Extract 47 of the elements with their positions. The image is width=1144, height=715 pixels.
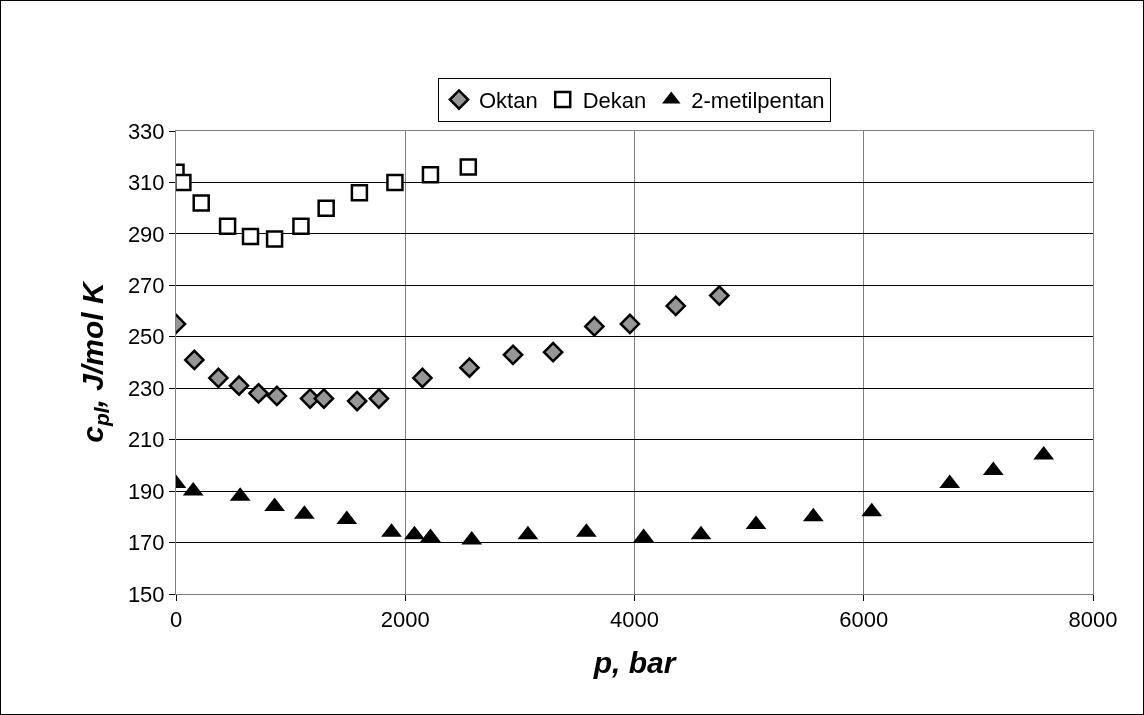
x-axis-title: p, bar bbox=[592, 645, 678, 679]
point bbox=[404, 525, 425, 540]
point bbox=[241, 227, 260, 246]
x-tick-label: 6000 bbox=[839, 607, 889, 633]
point bbox=[264, 497, 285, 512]
point bbox=[266, 385, 288, 407]
point bbox=[208, 367, 229, 389]
legend-label: Oktan bbox=[479, 88, 538, 114]
point bbox=[265, 230, 284, 248]
point bbox=[459, 357, 480, 378]
point bbox=[459, 158, 478, 176]
y-tick-label: 290 bbox=[127, 221, 165, 247]
x-tick-label: 2000 bbox=[380, 607, 430, 633]
point bbox=[708, 285, 730, 306]
point bbox=[386, 173, 404, 192]
y-tick-label: 250 bbox=[127, 324, 165, 350]
point bbox=[192, 194, 210, 212]
point bbox=[313, 388, 335, 409]
point bbox=[368, 388, 390, 409]
x-tick-label: 0 bbox=[169, 607, 183, 633]
y-tick-label: 270 bbox=[127, 273, 165, 299]
y-tick-label: 310 bbox=[127, 170, 165, 196]
y-tick-label: 190 bbox=[127, 478, 165, 504]
point bbox=[218, 217, 237, 235]
y-tick-label: 150 bbox=[127, 581, 165, 607]
point bbox=[292, 217, 310, 235]
point bbox=[346, 390, 368, 412]
point bbox=[619, 313, 641, 335]
point bbox=[584, 316, 605, 337]
point bbox=[542, 341, 564, 363]
point bbox=[228, 375, 250, 396]
point bbox=[502, 344, 524, 366]
point bbox=[421, 165, 440, 184]
point bbox=[350, 183, 369, 202]
point bbox=[317, 199, 335, 217]
y-tick-label: 170 bbox=[127, 530, 165, 556]
x-tick-label: 4000 bbox=[610, 607, 659, 633]
y-tick-label: 210 bbox=[127, 427, 165, 453]
y-tick-label: 230 bbox=[127, 375, 165, 401]
point bbox=[665, 295, 687, 317]
y-tick-label: 330 bbox=[127, 118, 165, 144]
legend-label: Dekan bbox=[582, 88, 647, 114]
point bbox=[412, 367, 433, 389]
point bbox=[248, 383, 269, 404]
legend-label: 2-metilpentan bbox=[691, 88, 825, 114]
x-tick-label: 8000 bbox=[1068, 607, 1118, 633]
point bbox=[183, 349, 205, 371]
